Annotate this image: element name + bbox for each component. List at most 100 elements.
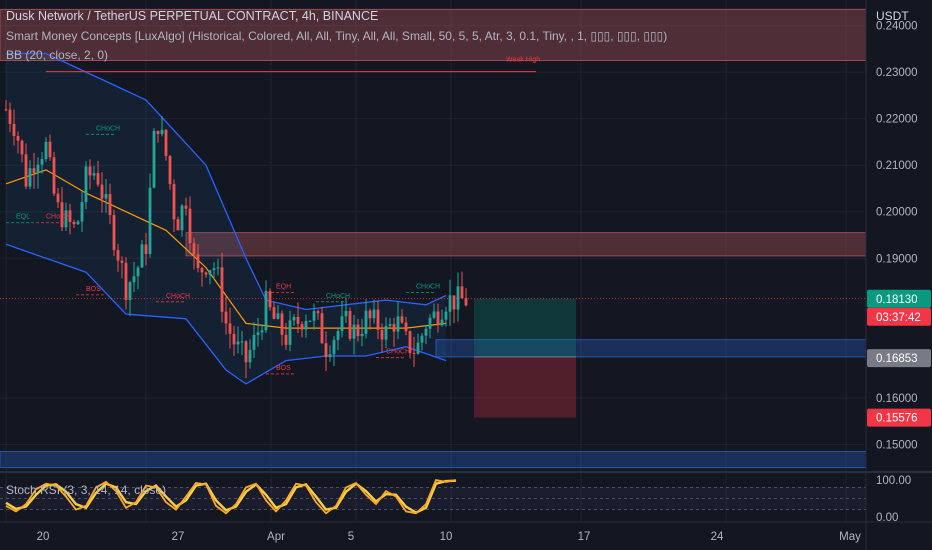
zone-demand xyxy=(0,450,867,469)
candle-body xyxy=(256,332,260,336)
price-badge xyxy=(867,408,931,427)
candle-body xyxy=(76,221,80,225)
candle-body xyxy=(116,250,120,261)
currency-label[interactable]: USDT xyxy=(876,9,909,23)
price-tick-label: 0.22000 xyxy=(876,114,918,126)
bb-indicator-legend[interactable]: BB (20, close, 2, 0) xyxy=(6,48,109,62)
candle-body xyxy=(444,311,448,320)
candle-body xyxy=(224,311,228,324)
candle-body xyxy=(232,333,236,345)
candle-body xyxy=(244,341,248,363)
time-tick-label: 24 xyxy=(711,531,724,543)
smc-indicator-legend[interactable]: Smart Money Concepts [LuxAlgo] (Historic… xyxy=(6,29,668,43)
time-tick-label: 10 xyxy=(440,531,453,543)
candle-body xyxy=(368,310,372,319)
position-loss-zone xyxy=(474,356,576,418)
candle-body xyxy=(424,328,428,336)
candle-body xyxy=(440,319,444,326)
candle-body xyxy=(364,310,368,334)
stoch-tick-label: 100.00 xyxy=(876,475,911,487)
candle-body xyxy=(264,291,268,331)
bb-basis-line xyxy=(5,169,447,329)
candle-body xyxy=(192,243,196,255)
candle-body xyxy=(316,311,320,314)
candle-body xyxy=(88,166,92,176)
candle-body xyxy=(8,109,12,124)
candle-body xyxy=(324,343,328,358)
candle-body xyxy=(348,310,352,339)
candle-body xyxy=(168,156,172,185)
candle-body xyxy=(132,276,136,283)
candle-body xyxy=(400,316,404,323)
candle-body xyxy=(308,320,312,322)
candle-body xyxy=(100,184,104,199)
price-tick-label: 0.19000 xyxy=(876,253,918,265)
stoch-tick-label: 0.00 xyxy=(876,512,898,524)
candle-body xyxy=(216,267,220,269)
candle-body xyxy=(384,325,388,340)
candle-body xyxy=(340,316,344,332)
candle-body xyxy=(448,295,452,312)
candle-body xyxy=(268,291,272,308)
stoch-rsi-legend: Stoch RSI (3, 3, 14, 14, close) xyxy=(6,483,166,497)
candle-body xyxy=(96,173,100,185)
candle-body xyxy=(120,260,124,263)
smc-label: CHoCH xyxy=(96,125,120,132)
candle-body xyxy=(156,130,160,135)
price-badge-label: 03:37:42 xyxy=(876,312,921,324)
candle-body xyxy=(68,210,72,222)
candle-body xyxy=(24,154,28,187)
bollinger-bands xyxy=(5,52,447,385)
stoch-k-line xyxy=(5,478,457,515)
symbol-legend[interactable]: Dusk Network / TetherUS PERPETUAL CONTRA… xyxy=(6,9,379,23)
candle-body xyxy=(104,194,108,199)
candle-body xyxy=(48,141,52,158)
candle-body xyxy=(204,272,208,275)
candle-body xyxy=(36,164,40,174)
candle-body xyxy=(4,109,8,111)
candle-body xyxy=(72,221,76,225)
price-tick-label: 0.20000 xyxy=(876,207,918,219)
smc-label: CHoCH xyxy=(166,293,190,300)
zone-supply xyxy=(0,8,867,61)
candle-body xyxy=(304,321,308,330)
smc-label: CHoCH xyxy=(416,284,440,291)
price-tick-label: 0.23000 xyxy=(876,67,918,79)
candle-body xyxy=(376,309,380,330)
candle-body xyxy=(352,324,356,339)
candle-body xyxy=(408,331,412,353)
candle-body xyxy=(396,316,400,332)
time-tick-label: 20 xyxy=(37,531,50,543)
time-tick-label: May xyxy=(839,531,861,543)
candle-body xyxy=(124,262,128,300)
time-tick-label: Apr xyxy=(267,531,285,543)
candle-body xyxy=(452,295,456,310)
long-position-tool[interactable] xyxy=(474,298,576,418)
candle-body xyxy=(416,342,420,354)
candle-body xyxy=(380,329,384,340)
candle-body xyxy=(172,184,176,220)
candle-body xyxy=(372,309,376,319)
bb-upper-line xyxy=(6,52,447,311)
zone-supply xyxy=(185,232,867,257)
smc-label: EQL xyxy=(16,214,30,221)
candle-body xyxy=(432,311,436,318)
candle-body xyxy=(344,310,348,317)
candle-body xyxy=(32,168,36,174)
candle-body xyxy=(284,334,288,345)
candle-body xyxy=(16,136,20,141)
candle-body xyxy=(28,168,32,187)
candle-body xyxy=(220,267,224,312)
candle-body xyxy=(292,316,296,321)
smc-label: EQH xyxy=(276,284,291,291)
candle-body xyxy=(436,311,440,326)
price-badges: 0.18130 03:37:42 0.16853 0.15576 xyxy=(867,289,931,427)
price-badge-label: 0.16853 xyxy=(876,353,918,365)
candle-body xyxy=(456,286,460,310)
candle-body xyxy=(200,268,204,273)
time-tick-label: 17 xyxy=(578,531,591,543)
candle-body xyxy=(288,320,292,345)
candle-body xyxy=(300,323,304,330)
candle-body xyxy=(188,208,192,244)
